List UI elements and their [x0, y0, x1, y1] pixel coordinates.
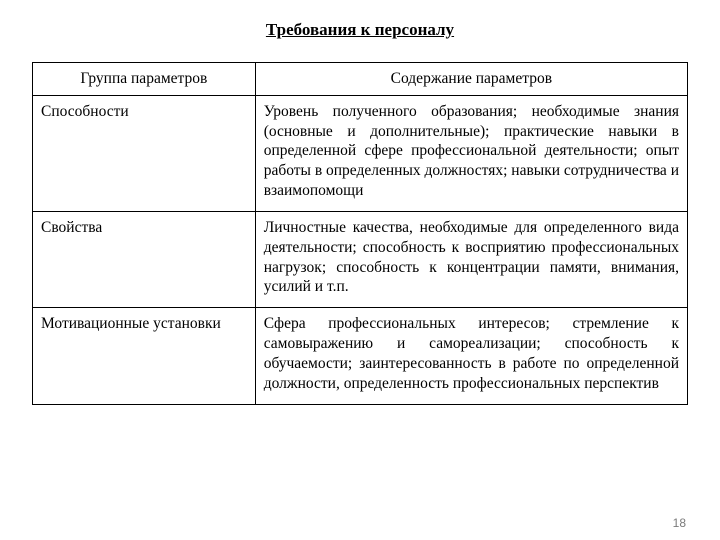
table-row: Мотивационные установки Сфера профессион… — [33, 308, 688, 404]
header-content: Содержание параметров — [255, 63, 687, 96]
cell-content: Уровень полученного образования; необход… — [255, 95, 687, 211]
cell-group: Свойства — [33, 211, 256, 307]
cell-group: Мотивационные установки — [33, 308, 256, 404]
page-number: 18 — [673, 516, 686, 530]
cell-content: Личностные качества, необходимые для опр… — [255, 211, 687, 307]
cell-group: Способности — [33, 95, 256, 211]
header-group: Группа параметров — [33, 63, 256, 96]
cell-content: Сфера профессиональных интересов; стремл… — [255, 308, 687, 404]
page-title: Требования к персоналу — [32, 20, 688, 40]
table-row: Способности Уровень полученного образова… — [33, 95, 688, 211]
table-row: Свойства Личностные качества, необходимы… — [33, 211, 688, 307]
table-header-row: Группа параметров Содержание параметров — [33, 63, 688, 96]
requirements-table: Группа параметров Содержание параметров … — [32, 62, 688, 405]
